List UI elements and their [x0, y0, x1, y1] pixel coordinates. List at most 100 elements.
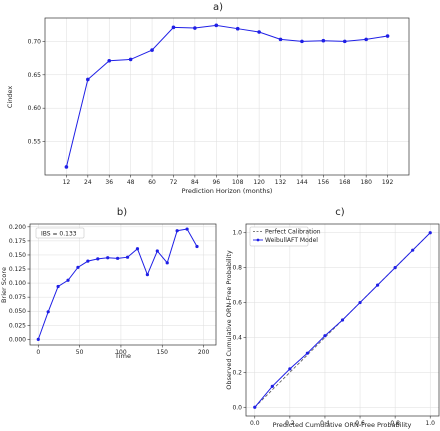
c-series-weibullaft-model-point [428, 231, 432, 235]
panel-c-legend: Perfect Calibration WeibullAFT Model [249, 226, 321, 247]
c-series-weibullaft-model-point [340, 318, 345, 322]
c-y-tick-label: 1.0 [232, 230, 242, 237]
panel-c-ticks: 0.0 0.2 0.4 0.6 0.8 1.0 0.0 0.2 0.4 0.6 0.8 1.0 [232, 230, 435, 427]
a-x-tick-label: 156 [318, 179, 330, 186]
a-x-tick-label: 84 [191, 179, 199, 186]
b-series-0-point [46, 310, 50, 314]
c-x-tick-label: 0.2 [285, 420, 295, 427]
b-series-0-point [106, 256, 110, 260]
panel-a-x-axis-label: Prediction Horizon (months) [182, 187, 273, 195]
a-series-0-line [65, 24, 388, 168]
b-series-0-point [125, 255, 130, 259]
legend-label-perfect-calibration: Perfect Calibration [265, 229, 321, 236]
panel-b-ticks: 0 50 100 150 200 0.000 0.025 0.050 0.075 0.100 0.1… [9, 224, 210, 356]
a-series-0-point [364, 37, 368, 42]
b-y-tick-label: 0.175 [9, 238, 26, 245]
a-series-0-point [193, 26, 197, 30]
a-y-tick-label: 0.60 [28, 105, 42, 112]
b-y-tick-label: 0.075 [9, 294, 26, 301]
b-series-0-point [86, 259, 90, 263]
panel-b-title: b) [117, 207, 127, 218]
c-y-tick-label: 0.0 [232, 404, 242, 411]
b-series-0-point [96, 257, 100, 261]
a-y-tick-label: 0.70 [28, 38, 42, 45]
a-x-tick-label: 48 [127, 179, 135, 186]
c-series-weibullaft-model-point [323, 334, 327, 338]
c-series-weibullaft-model-point [288, 367, 292, 371]
b-series-0-point [135, 247, 140, 251]
panel-b-grid [30, 224, 216, 345]
b-x-tick-label: 150 [157, 349, 169, 356]
b-y-tick-label: 0.025 [9, 322, 26, 329]
panel-b-series [36, 227, 199, 341]
b-series-0-point [195, 244, 199, 249]
panel-b-y-axis-label: Brier Score [0, 267, 8, 303]
b-y-tick-label: 0.200 [9, 224, 26, 231]
panel-b-frame [29, 223, 217, 346]
a-series-0-point [150, 48, 154, 52]
c-x-tick-label: 0.0 [250, 420, 260, 427]
panel-a-ticks: 12 24 36 48 60 72 84 96 108 120 132 144 156 168 180 192… [28, 38, 394, 186]
a-series-0-point [86, 77, 90, 82]
b-series-0-point [36, 337, 40, 341]
panel-b-brier-chart: b) 0 50 100 150 200 0.000 0.025 0.050 0.075 0.100… [0, 207, 217, 360]
c-y-tick-label: 0.4 [232, 334, 242, 341]
a-x-tick-label: 144 [296, 179, 308, 186]
a-series-0-point [235, 26, 240, 31]
panel-c-calibration-chart: c) 0.0 0.2 0.4 0.6 0.8 1.00.00.20.40.60.81.0 … [225, 207, 440, 429]
a-x-tick-label: 192 [382, 179, 394, 186]
a-x-tick-label: 180 [360, 179, 372, 186]
b-x-tick-label: 200 [198, 349, 210, 356]
a-series-0-point [257, 30, 261, 34]
b-series-0-point [76, 265, 80, 269]
c-x-tick-label: 0.6 [355, 420, 365, 427]
c-series-weibullaft-model-point [411, 248, 415, 252]
b-y-tick-label: 0.150 [9, 252, 26, 259]
c-series-weibullaft-model-point [375, 283, 380, 287]
c-series-weibullaft-model-point [270, 384, 274, 388]
panel-c-frame [245, 223, 440, 417]
c-y-tick-label: 0.6 [232, 300, 242, 307]
panel-a-frame [44, 17, 410, 176]
a-series-0-point [300, 39, 304, 44]
panel-c-title: c) [335, 207, 344, 218]
a-series-0-point [128, 57, 133, 62]
c-series-weibullaft-model-point [358, 300, 362, 305]
a-y-tick-label: 0.55 [28, 139, 42, 146]
c-series-weibullaft-model-point [253, 405, 257, 409]
b-x-tick-label: 0 [36, 349, 40, 356]
a-x-tick-label: 168 [339, 179, 351, 186]
b-series-0-point [116, 256, 120, 260]
a-x-tick-label: 36 [105, 179, 113, 186]
a-series-0-point [278, 37, 283, 42]
b-series-0-point [145, 273, 149, 277]
panel-a-y-axis-label: Cindex [6, 86, 14, 108]
legend-marker-weibullaft-model [256, 238, 260, 242]
b-series-0-point [56, 284, 60, 289]
b-x-tick-label: 100 [115, 349, 127, 356]
c-series-weibullaft-model-point [305, 351, 310, 355]
a-x-tick-label: 24 [84, 179, 92, 186]
c-x-tick-label: 0.8 [390, 420, 400, 427]
c-x-tick-label: 0.4 [320, 420, 330, 427]
c-y-tick-label: 0.2 [232, 369, 242, 376]
panel-a-title: a) [213, 2, 223, 13]
b-series-0-point [165, 261, 169, 265]
c-series-weibullaft-model-point [393, 266, 397, 270]
panel-a-series [64, 23, 390, 169]
a-y-tick-label: 0.65 [28, 72, 42, 79]
panel-b-annotation-box: IBS = 0.133 [35, 227, 85, 239]
a-x-tick-label: 108 [232, 179, 244, 186]
a-series-0-point [385, 34, 390, 38]
a-series-0-point [321, 38, 326, 43]
panel-a-grid [45, 18, 409, 175]
panel-b-ibs-annotation: IBS = 0.133 [41, 231, 77, 238]
b-x-tick-label: 50 [76, 349, 84, 356]
panel-c-series [253, 231, 432, 409]
b-y-tick-label: 0.050 [9, 308, 26, 315]
panel-c-y-axis-label: Observed Cumulative ORN-Free Probability [225, 250, 233, 390]
c-y-tick-label: 0.8 [232, 265, 242, 272]
a-series-0-point [342, 39, 347, 44]
b-series-0-point [185, 227, 189, 231]
